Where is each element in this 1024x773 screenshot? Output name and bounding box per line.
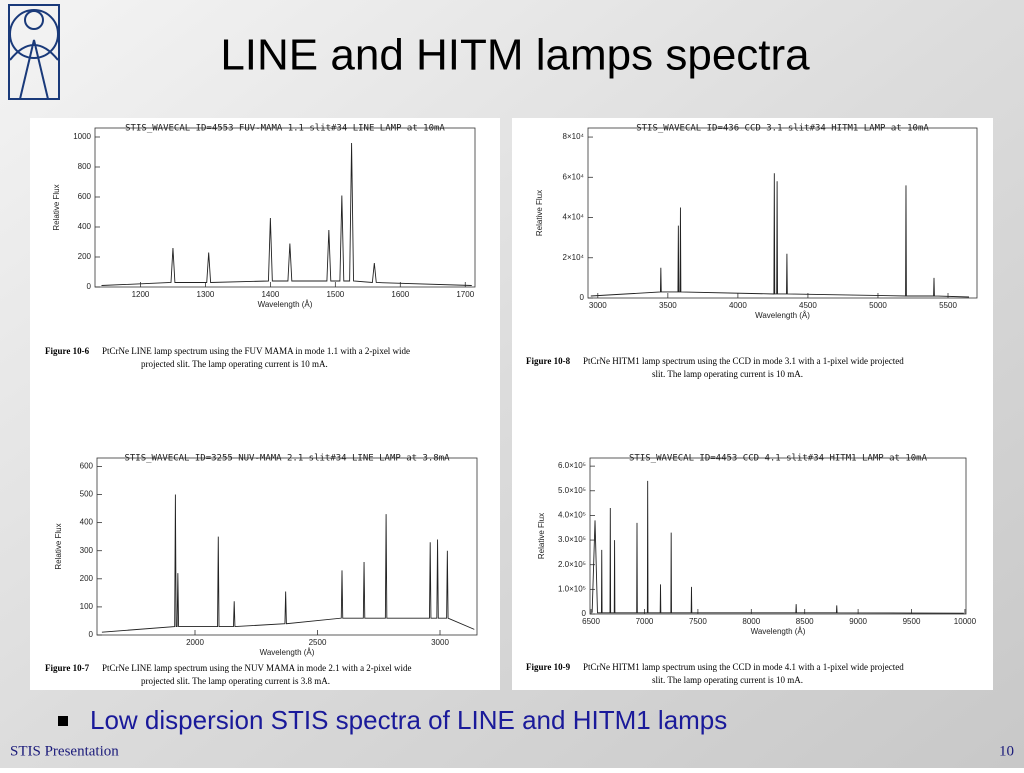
spectrum-line <box>591 480 964 614</box>
caption-line: projected slit. The lamp operating curre… <box>141 359 328 369</box>
x-axis-label: Wavelength (Å) <box>755 311 810 320</box>
y-tick-label: 4×10⁴ <box>563 213 585 222</box>
y-tick-label: 6×10⁴ <box>563 172 585 181</box>
y-tick-label: 600 <box>78 192 92 201</box>
y-tick-label: 3.0×10⁵ <box>558 535 586 544</box>
x-tick-label: 2500 <box>309 638 327 647</box>
y-tick-label: 1000 <box>73 132 91 141</box>
plot-frame <box>94 127 476 288</box>
slide-title: LINE and HITM lamps spectra <box>220 31 810 80</box>
y-tick-label: 100 <box>80 602 94 611</box>
x-tick-label: 6500 <box>582 617 600 626</box>
y-tick-label: 4.0×10⁵ <box>558 511 586 520</box>
x-tick-label: 1300 <box>197 290 215 299</box>
chart-title: STIS_WAVECAL ID=4453 CCD 4.1 slit#34 HIT… <box>629 454 928 464</box>
y-tick-label: 0 <box>582 609 587 618</box>
spectrum-line <box>101 142 472 286</box>
x-tick-label: 7500 <box>689 617 707 626</box>
chart-title: STIS_WAVECAL ID=436 CCD 3.1 slit#34 HITM… <box>636 124 929 134</box>
y-tick-label: 300 <box>80 546 94 555</box>
bullet-marker <box>58 716 68 726</box>
y-tick-label: 2×10⁴ <box>563 253 585 262</box>
x-tick-label: 9500 <box>903 617 921 626</box>
y-tick-label: 6.0×10⁵ <box>558 461 586 470</box>
x-tick-label: 3000 <box>431 638 449 647</box>
y-tick-label: 800 <box>78 162 92 171</box>
x-axis-label: Wavelength (Å) <box>260 648 315 657</box>
y-axis-label: Relative Flux <box>52 184 61 230</box>
spectrum-line <box>101 494 475 633</box>
caption-line: PtCrNe LINE lamp spectrum using the FUV … <box>102 346 410 356</box>
x-tick-label: 8000 <box>742 617 760 626</box>
y-tick-label: 0 <box>87 282 92 291</box>
caption-line: projected slit. The lamp operating curre… <box>141 676 330 686</box>
caption-line: slit. The lamp operating current is 10 m… <box>652 675 803 685</box>
spectrum-line <box>590 173 970 298</box>
chart: STIS_WAVECAL ID=4553 FUV-MAMA 1.1 slit#3… <box>45 124 476 369</box>
x-tick-label: 5000 <box>869 301 887 310</box>
y-axis-label: Relative Flux <box>535 190 544 236</box>
chart: STIS_WAVECAL ID=4453 CCD 4.1 slit#34 HIT… <box>526 454 977 686</box>
y-tick-label: 200 <box>80 574 94 583</box>
caption-line: PtCrNe HITM1 lamp spectrum using the CCD… <box>583 356 904 366</box>
chart: STIS_WAVECAL ID=3255 NUV-MAMA 2.1 slit#3… <box>45 454 478 686</box>
caption-line: PtCrNe LINE lamp spectrum using the NUV … <box>102 663 412 673</box>
x-tick-label: 1500 <box>326 290 344 299</box>
x-tick-label: 4000 <box>729 301 747 310</box>
panel-left <box>30 118 500 690</box>
x-tick-label: 1400 <box>261 290 279 299</box>
caption-line: PtCrNe HITM1 lamp spectrum using the CCD… <box>583 662 904 672</box>
page-number: 10 <box>999 743 1014 759</box>
x-tick-label: 8500 <box>796 617 814 626</box>
x-tick-label: 10000 <box>954 617 977 626</box>
plot-frame <box>589 457 967 615</box>
x-tick-label: 7000 <box>636 617 654 626</box>
bullet-text: Low dispersion STIS spectra of LINE and … <box>90 705 727 735</box>
x-tick-label: 9000 <box>849 617 867 626</box>
x-tick-label: 1700 <box>456 290 474 299</box>
chart: STIS_WAVECAL ID=436 CCD 3.1 slit#34 HITM… <box>526 124 978 379</box>
y-tick-label: 8×10⁴ <box>563 132 585 141</box>
x-tick-label: 3000 <box>589 301 607 310</box>
y-tick-label: 400 <box>80 518 94 527</box>
y-axis-label: Relative Flux <box>537 513 546 559</box>
y-axis-label: Relative Flux <box>54 523 63 569</box>
y-tick-label: 400 <box>78 222 92 231</box>
caption-label: Figure 10-8 <box>526 356 571 366</box>
caption-line: slit. The lamp operating current is 10 m… <box>652 369 803 379</box>
y-tick-label: 200 <box>78 252 92 261</box>
y-tick-label: 0 <box>89 630 94 639</box>
y-tick-label: 600 <box>80 462 94 471</box>
x-axis-label: Wavelength (Å) <box>258 300 313 309</box>
y-tick-label: 5.0×10⁵ <box>558 486 586 495</box>
y-tick-label: 500 <box>80 490 94 499</box>
y-tick-label: 1.0×10⁵ <box>558 584 586 593</box>
footer: STIS Presentation <box>10 743 119 759</box>
caption-label: Figure 10-9 <box>526 662 571 672</box>
x-tick-label: 3500 <box>659 301 677 310</box>
plot-frame <box>96 457 478 636</box>
caption-label: Figure 10-7 <box>45 663 90 673</box>
panel-right <box>512 118 993 690</box>
chart-title: STIS_WAVECAL ID=3255 NUV-MAMA 2.1 slit#3… <box>124 454 450 464</box>
x-axis-label: Wavelength (Å) <box>751 627 806 636</box>
y-tick-label: 0 <box>580 293 585 302</box>
x-tick-label: 1600 <box>391 290 409 299</box>
y-tick-label: 2.0×10⁵ <box>558 560 586 569</box>
x-tick-label: 4500 <box>799 301 817 310</box>
x-tick-label: 2000 <box>186 638 204 647</box>
logo <box>8 4 60 100</box>
x-tick-label: 5500 <box>939 301 957 310</box>
x-tick-label: 1200 <box>132 290 150 299</box>
plot-frame <box>587 127 978 299</box>
chart-title: STIS_WAVECAL ID=4553 FUV-MAMA 1.1 slit#3… <box>125 124 445 134</box>
caption-label: Figure 10-6 <box>45 346 90 356</box>
